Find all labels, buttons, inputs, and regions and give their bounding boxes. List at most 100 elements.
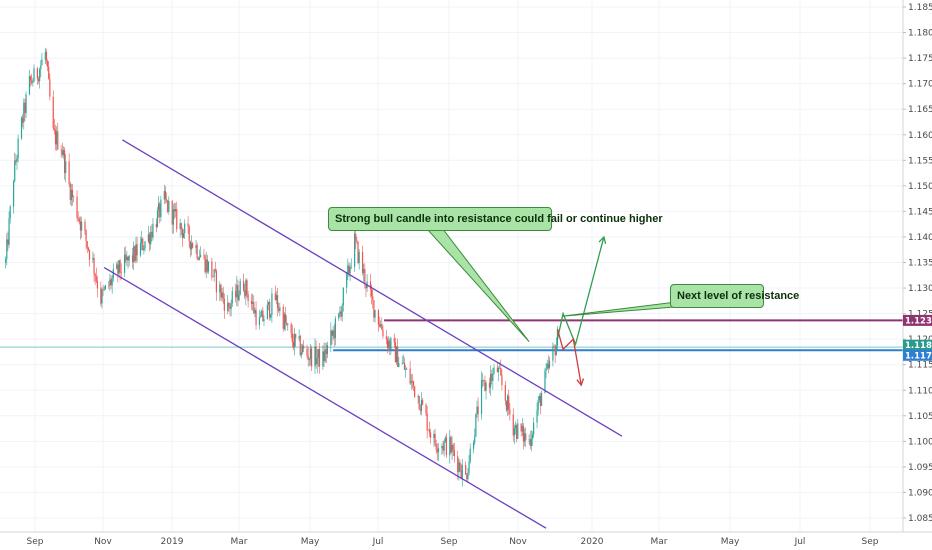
candle [213,268,215,282]
candle-body [261,310,263,317]
price-label-box [903,314,932,326]
candle [259,311,262,318]
candle [197,256,199,261]
candle [143,245,145,255]
candle [124,247,126,278]
candle [547,355,549,374]
candle-body [104,285,106,289]
candle [537,396,539,416]
candle [158,196,160,218]
candle-body [346,272,348,288]
candle [92,251,94,263]
candle-body [286,323,288,325]
price-tick-label: 1.09500 [908,463,932,473]
candle-body [377,310,380,325]
candle-body [414,386,416,397]
candle-body [389,340,391,350]
candle [189,240,191,258]
candle-body [17,138,19,159]
candle [482,373,484,388]
candle [420,392,423,416]
candle [474,428,476,445]
candle-body [457,456,459,473]
candle [14,152,16,183]
bearish-path-arrow[interactable] [556,328,585,387]
candle-body [508,395,510,410]
candle-body [393,338,395,343]
candle [262,307,264,322]
arrow-head [576,378,585,387]
candle [104,284,106,291]
candle-body [332,330,334,336]
time-axis[interactable]: Sep Nov 2019 Mar May Jul Sep Nov 2020 Mar May Jul Se… [27,537,879,547]
candle-body [6,239,8,260]
candle-body [374,310,376,318]
channel-upper-line[interactable] [122,139,623,437]
price-axis[interactable]: 1.18500 1.18000 1.17500 1.17000 1.16500 1.160… [903,3,932,524]
candle-body [120,272,122,273]
callout-next-resistance[interactable]: Next level of resistance [670,284,799,308]
candle [544,367,546,394]
candle [85,229,87,250]
candle-body [49,79,51,97]
candle [182,229,185,239]
candle-body [435,443,437,450]
candle-body [472,442,475,449]
candle [528,434,530,445]
candle-body [284,314,287,324]
price-tick-label: 1.10500 [908,412,932,422]
channel-lower-line[interactable] [103,267,547,529]
candle [555,337,557,356]
candle-body [422,400,424,405]
candle [488,377,491,394]
candle [427,429,429,431]
candle [156,206,159,228]
candle-body [100,288,102,304]
candle [483,379,485,386]
candle [536,402,538,429]
candle-body [315,346,317,365]
candle [135,236,137,264]
candle-body [338,313,340,319]
candle [529,430,531,450]
candle [134,245,136,263]
callout-strong-bull-candle[interactable]: Strong bull candle into resistance could… [328,207,663,231]
candle-body [317,349,319,359]
candle-body [279,307,281,312]
candle [377,309,380,332]
price-label-1-12367: 1.12367 [903,314,932,326]
candle-body [56,131,58,145]
candle-body [48,66,50,80]
candle [422,397,424,406]
candle [334,316,336,346]
candle-body [553,346,555,347]
time-tick-label: 2020 [581,537,604,547]
candle [235,283,237,303]
candle-body [530,438,532,447]
candle [88,249,91,267]
candle-body [88,250,91,260]
candle-body [270,314,272,318]
candle [449,429,451,464]
candle [298,329,300,342]
candle [237,279,239,307]
candle-body [40,65,42,70]
candle [23,98,25,130]
candle-body [101,289,103,304]
candle [246,278,248,299]
candle [401,355,403,365]
candle [516,423,518,443]
candle-body [167,200,169,212]
candle-body [142,238,144,251]
candle [517,419,519,440]
candle [71,183,74,206]
bullish-path-arrow[interactable] [556,235,607,347]
candle-body [467,472,469,480]
candle-body [8,218,10,245]
candle-body [124,254,126,273]
candle-body [36,68,38,79]
candle-body [325,349,327,355]
time-tick-label: Mar [231,537,248,547]
